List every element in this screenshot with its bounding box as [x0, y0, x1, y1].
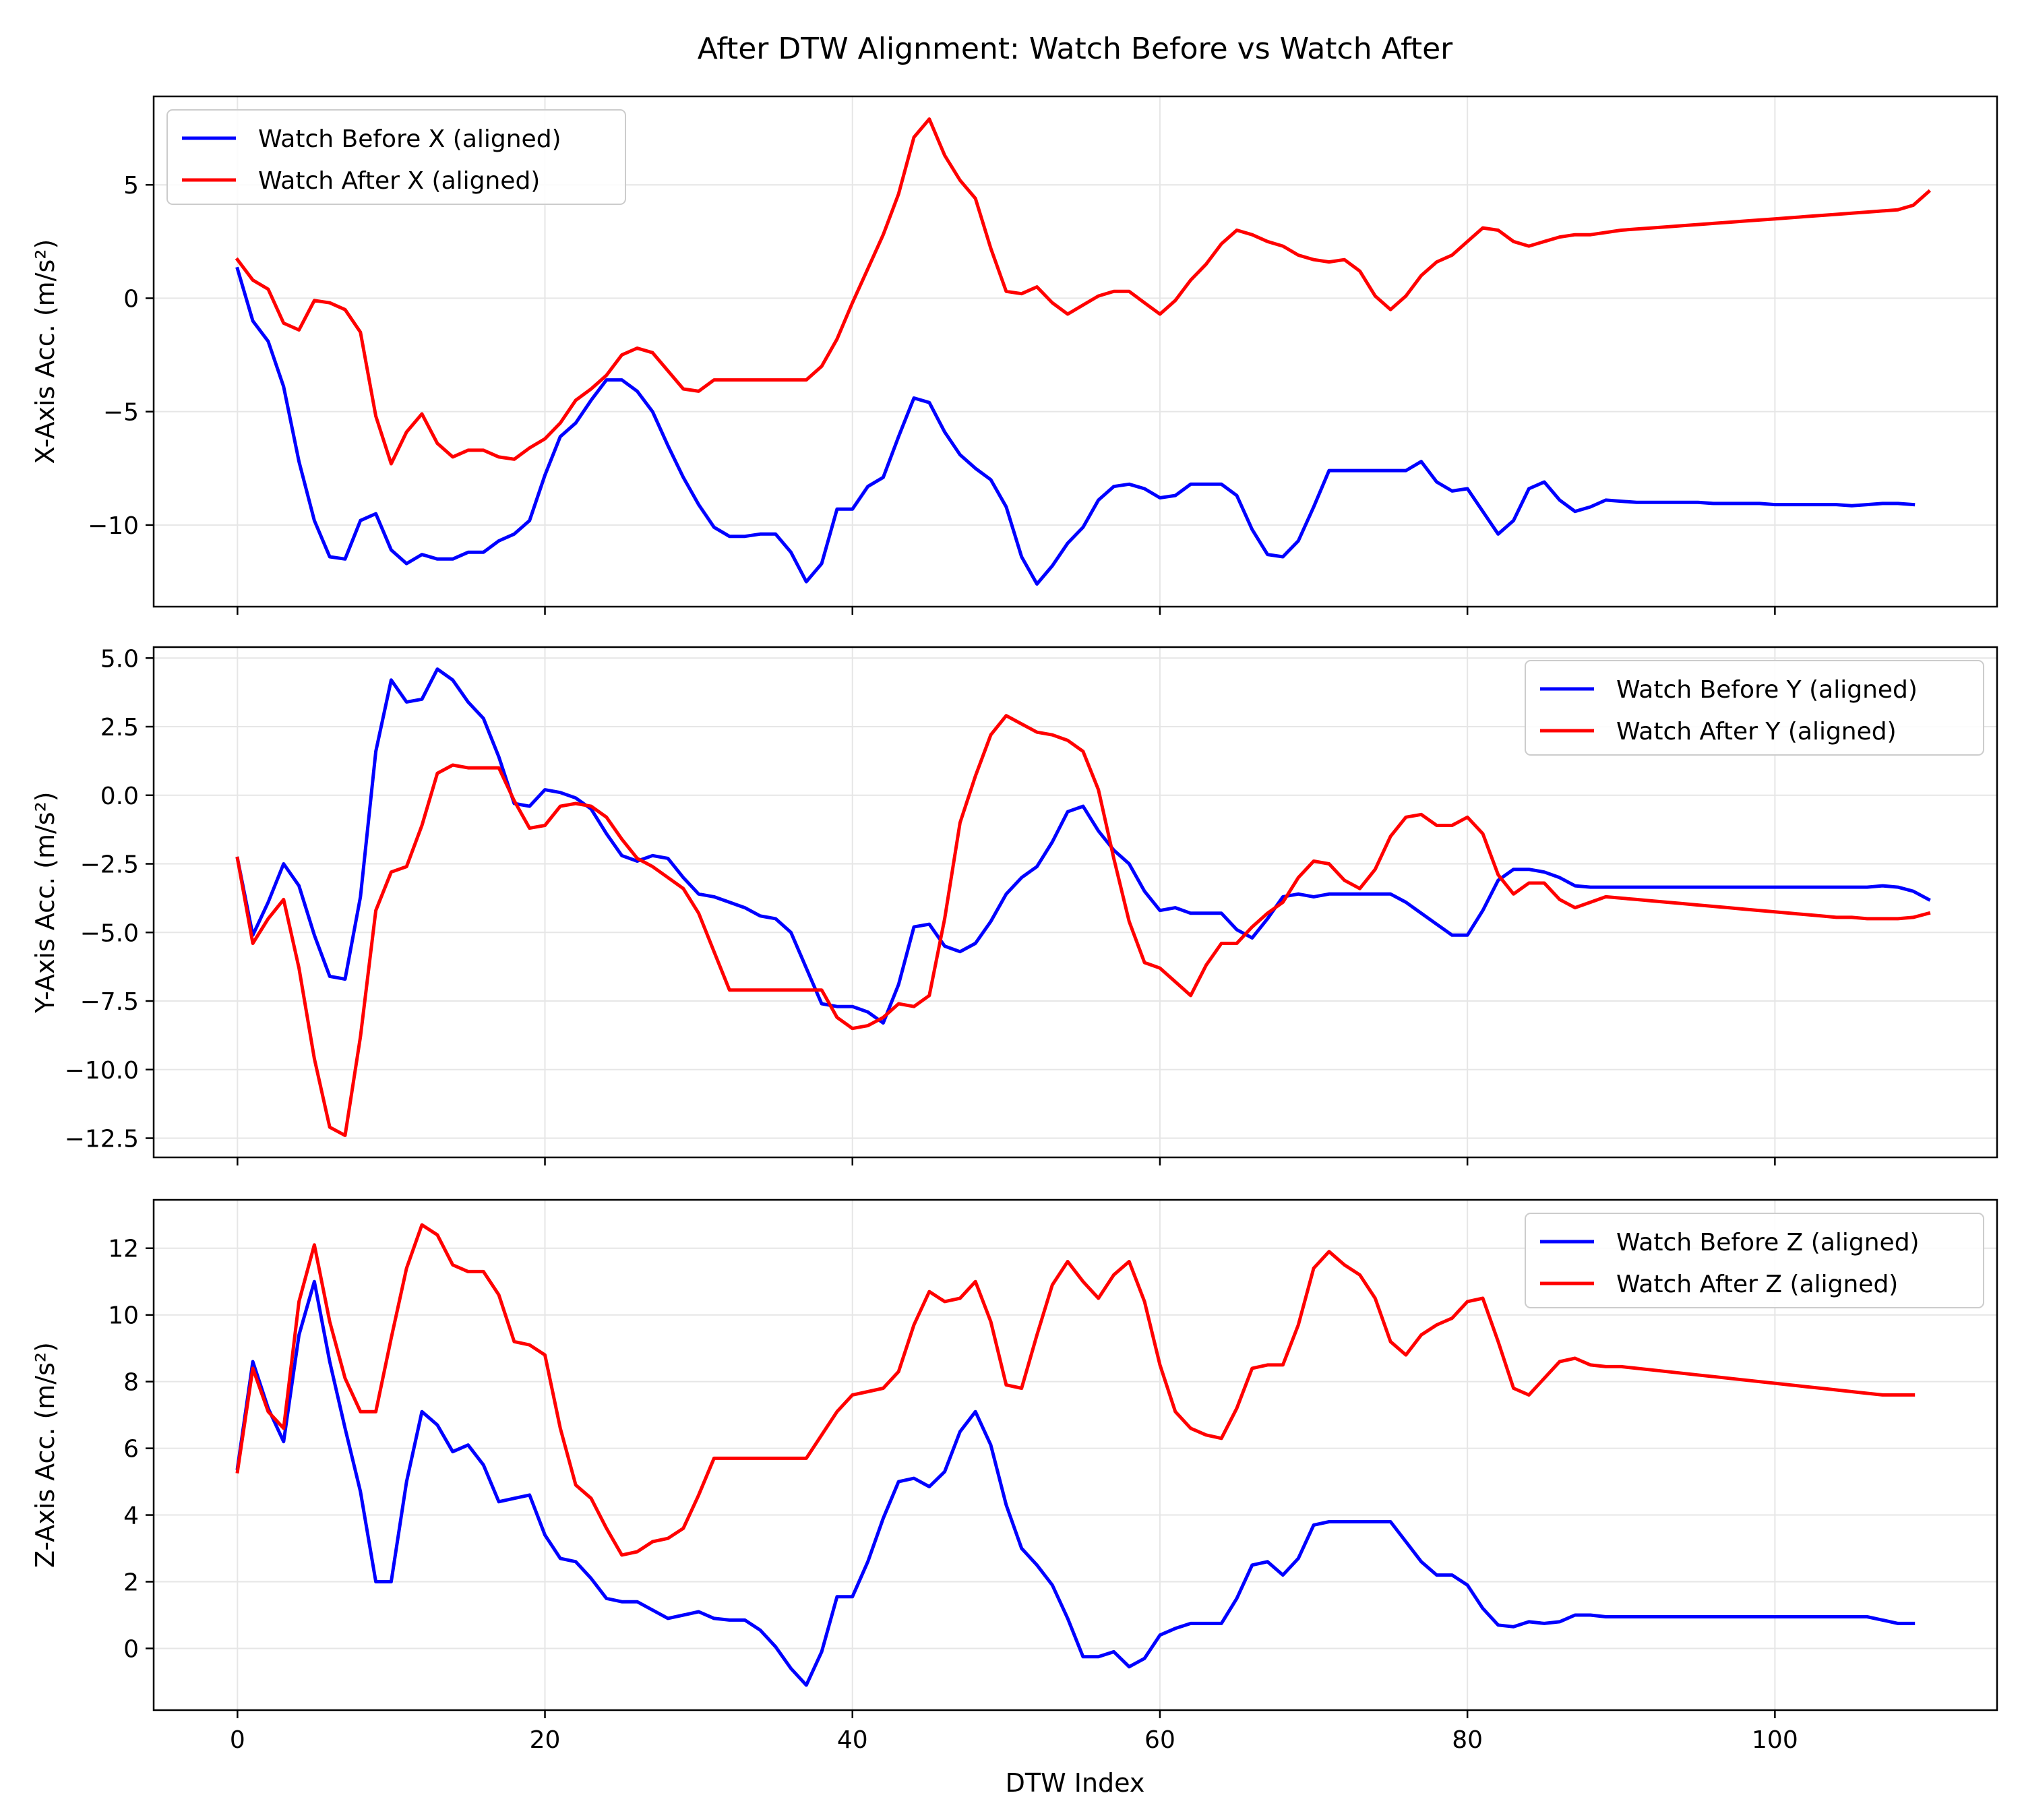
legend-y: Watch Before Y (aligned) Watch After Y (a…	[1525, 660, 1984, 756]
axes-frame	[152, 1199, 1998, 1711]
y-tick-label: 6	[123, 1436, 139, 1463]
y-tick-label: 0	[123, 1635, 139, 1663]
series-line-z-before	[235, 1279, 1916, 1687]
subplot-z: 0 2 4 6 8 10 12 0 20 40 60 80 100 Z-Axis Acc. (m/s²) W…	[30, 1199, 1998, 1754]
y-tick-label: 12	[108, 1236, 139, 1263]
legend-label: Watch After Y (aligned)	[1616, 718, 1897, 746]
y-tick-label: 0.0	[100, 783, 139, 810]
legend-label: Watch Before Y (aligned)	[1616, 676, 1918, 704]
y-tick-label: −5	[103, 399, 139, 427]
legend-label: Watch After X (aligned)	[258, 167, 540, 195]
y-tick-label: 8	[123, 1369, 139, 1397]
series-line-x-after	[235, 117, 1932, 466]
legend-label: Watch Before Z (aligned)	[1616, 1229, 1920, 1256]
subplot-y: −12.5 −10.0 −7.5 −5.0 −2.5 0.0 2.5 5.0 Y-Axis Ac…	[30, 645, 1998, 1165]
x-tick-label: 40	[837, 1726, 868, 1754]
y-axis-label-y: Y-Axis Acc. (m/s²)	[30, 791, 60, 1013]
legend-box	[1525, 660, 1984, 756]
y-tick-label: −2.5	[80, 851, 139, 879]
legend-box	[166, 109, 626, 205]
subplots: −10 −5 0 5 X-Axis Acc. (m/s²) Watch Before X …	[30, 95, 1998, 1754]
y-tick-label: 2.5	[100, 714, 139, 741]
axes-frame	[152, 95, 1998, 608]
subplot-x: −10 −5 0 5 X-Axis Acc. (m/s²) Watch Before X …	[30, 95, 1998, 615]
x-tick-label: 60	[1144, 1726, 1175, 1754]
series-line-z-after	[235, 1223, 1916, 1557]
x-tick-label: 20	[530, 1726, 561, 1754]
series-line-y-after	[235, 714, 1931, 1137]
x-tick-label: 0	[230, 1726, 245, 1754]
legend-x: Watch Before X (aligned) Watch After X (a…	[166, 109, 626, 205]
axes-frame	[152, 646, 1998, 1159]
series-line-x-before	[235, 266, 1916, 586]
y-tick-label: 2	[123, 1569, 139, 1597]
legend-box	[1525, 1213, 1984, 1308]
y-tick-label: 5.0	[100, 645, 139, 673]
legend-label: Watch Before X (aligned)	[258, 125, 561, 153]
figure-title: After DTW Alignment: Watch Before vs Wat…	[698, 32, 1453, 66]
x-axis-label: DTW Index	[1006, 1768, 1145, 1798]
y-tick-label: −12.5	[65, 1126, 139, 1153]
y-tick-label: 0	[123, 285, 139, 313]
y-axis-label-x: X-Axis Acc. (m/s²)	[30, 239, 60, 464]
y-tick-label: 10	[108, 1302, 139, 1330]
legend-label: Watch After Z (aligned)	[1616, 1271, 1898, 1298]
y-tick-label: −10	[88, 512, 139, 540]
x-tick-label: 80	[1452, 1726, 1483, 1754]
y-tick-label: 4	[123, 1503, 139, 1530]
y-tick-label: −5.0	[80, 919, 139, 947]
y-tick-label: −10.0	[65, 1057, 139, 1085]
legend-z: Watch Before Z (aligned) Watch After Z (a…	[1525, 1213, 1984, 1308]
y-axis-label-z: Z-Axis Acc. (m/s²)	[30, 1342, 60, 1568]
series-line-y-before	[235, 667, 1931, 1025]
y-tick-label: 5	[123, 172, 139, 200]
x-tick-label: 100	[1752, 1726, 1798, 1754]
y-tick-label: −7.5	[80, 988, 139, 1016]
